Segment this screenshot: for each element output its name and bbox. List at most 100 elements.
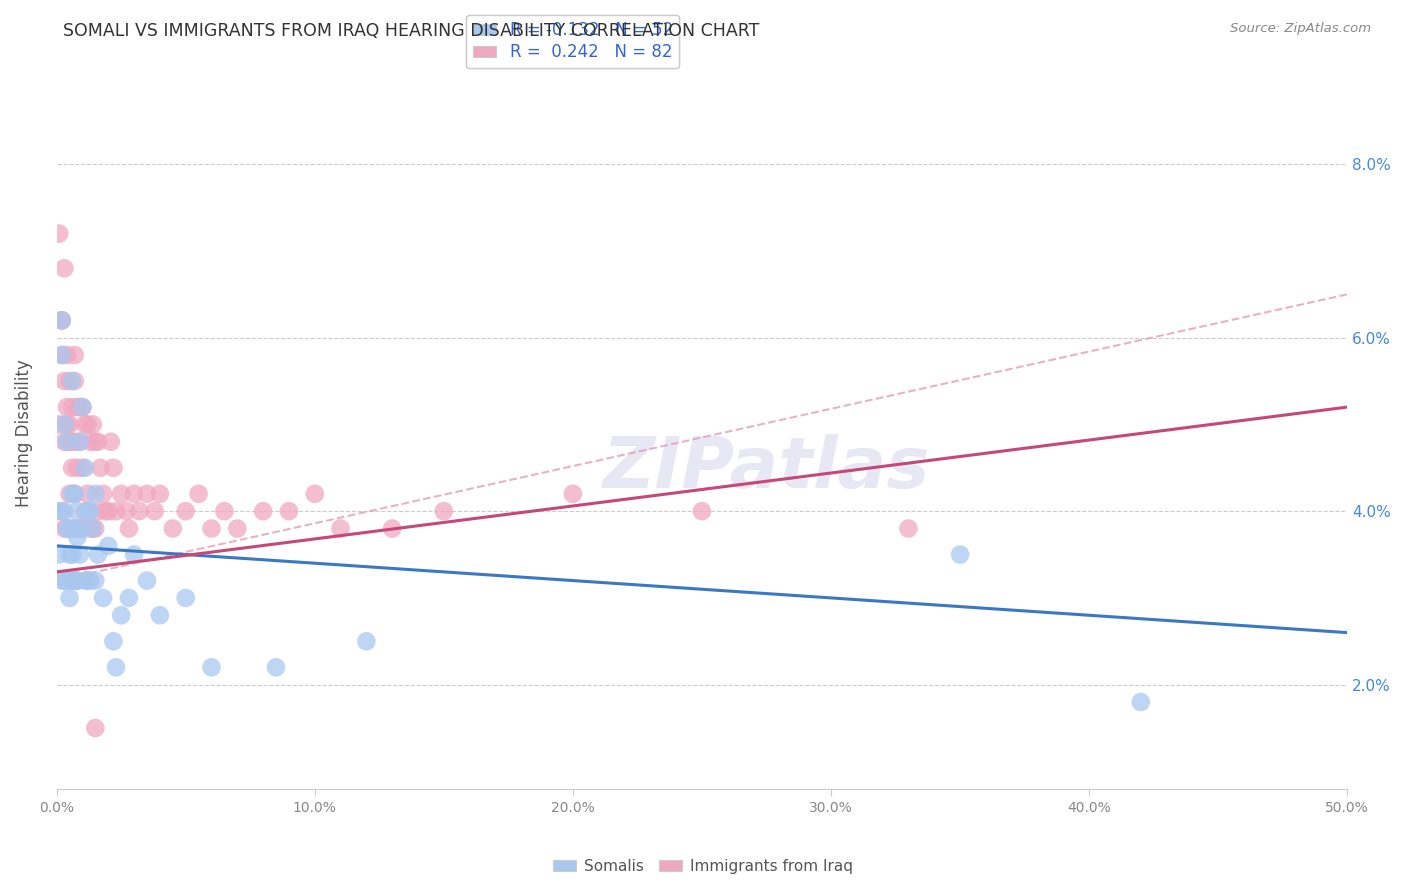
Point bbox=[53, 261, 76, 276]
Point bbox=[48, 548, 70, 562]
Point bbox=[63, 374, 86, 388]
Point bbox=[51, 313, 73, 327]
Point bbox=[110, 487, 132, 501]
Point bbox=[200, 660, 222, 674]
Point bbox=[51, 348, 73, 362]
Point bbox=[76, 574, 98, 588]
Point bbox=[53, 417, 76, 432]
Legend: R = -0.132   N = 52, R =  0.242   N = 82: R = -0.132 N = 52, R = 0.242 N = 82 bbox=[467, 14, 679, 68]
Text: SOMALI VS IMMIGRANTS FROM IRAQ HEARING DISABILITY CORRELATION CHART: SOMALI VS IMMIGRANTS FROM IRAQ HEARING D… bbox=[63, 22, 759, 40]
Point bbox=[66, 460, 89, 475]
Point bbox=[58, 374, 80, 388]
Point bbox=[304, 487, 326, 501]
Point bbox=[149, 608, 172, 623]
Point bbox=[84, 522, 107, 536]
Point bbox=[56, 522, 79, 536]
Point bbox=[60, 487, 83, 501]
Point bbox=[103, 460, 125, 475]
Point bbox=[60, 374, 83, 388]
Point bbox=[51, 574, 73, 588]
Point bbox=[200, 522, 222, 536]
Point bbox=[76, 417, 98, 432]
Point bbox=[136, 487, 159, 501]
Point bbox=[82, 417, 104, 432]
Point bbox=[56, 434, 79, 449]
Point bbox=[122, 548, 145, 562]
Point bbox=[73, 504, 96, 518]
Point bbox=[60, 548, 83, 562]
Point bbox=[1129, 695, 1152, 709]
Point bbox=[100, 434, 122, 449]
Point bbox=[63, 487, 86, 501]
Point bbox=[53, 522, 76, 536]
Point bbox=[97, 539, 120, 553]
Point bbox=[103, 634, 125, 648]
Point bbox=[89, 460, 111, 475]
Point bbox=[87, 548, 110, 562]
Point bbox=[58, 522, 80, 536]
Point bbox=[128, 504, 150, 518]
Point bbox=[66, 522, 89, 536]
Point bbox=[58, 591, 80, 605]
Point bbox=[690, 504, 713, 518]
Point bbox=[87, 434, 110, 449]
Point bbox=[264, 660, 287, 674]
Legend: Somalis, Immigrants from Iraq: Somalis, Immigrants from Iraq bbox=[547, 853, 859, 880]
Point bbox=[60, 522, 83, 536]
Point bbox=[122, 487, 145, 501]
Point bbox=[87, 504, 110, 518]
Point bbox=[69, 522, 91, 536]
Point bbox=[66, 574, 89, 588]
Point bbox=[949, 548, 972, 562]
Point bbox=[84, 434, 107, 449]
Point bbox=[162, 522, 184, 536]
Point bbox=[433, 504, 456, 518]
Point bbox=[53, 434, 76, 449]
Point bbox=[76, 504, 98, 518]
Point bbox=[82, 522, 104, 536]
Point bbox=[252, 504, 274, 518]
Point bbox=[110, 608, 132, 623]
Point bbox=[214, 504, 236, 518]
Point bbox=[79, 574, 101, 588]
Point bbox=[104, 660, 127, 674]
Point bbox=[66, 504, 89, 518]
Point bbox=[149, 487, 172, 501]
Point bbox=[115, 504, 138, 518]
Point bbox=[69, 434, 91, 449]
Point bbox=[58, 574, 80, 588]
Point bbox=[56, 522, 79, 536]
Point bbox=[72, 522, 94, 536]
Point bbox=[277, 504, 299, 518]
Point bbox=[63, 434, 86, 449]
Point bbox=[69, 548, 91, 562]
Point bbox=[51, 504, 73, 518]
Point bbox=[66, 530, 89, 544]
Point bbox=[69, 434, 91, 449]
Point bbox=[329, 522, 352, 536]
Point bbox=[48, 227, 70, 241]
Point bbox=[118, 522, 141, 536]
Point bbox=[226, 522, 249, 536]
Point bbox=[60, 400, 83, 414]
Point bbox=[76, 487, 98, 501]
Point bbox=[66, 400, 89, 414]
Text: ZIPatlas: ZIPatlas bbox=[603, 434, 931, 503]
Point bbox=[91, 591, 114, 605]
Point bbox=[104, 504, 127, 518]
Point bbox=[53, 504, 76, 518]
Point bbox=[56, 417, 79, 432]
Point bbox=[79, 522, 101, 536]
Point bbox=[63, 522, 86, 536]
Point bbox=[94, 504, 117, 518]
Point bbox=[561, 487, 583, 501]
Point bbox=[72, 522, 94, 536]
Point bbox=[356, 634, 378, 648]
Point bbox=[58, 417, 80, 432]
Point bbox=[51, 348, 73, 362]
Point bbox=[63, 574, 86, 588]
Point bbox=[97, 504, 120, 518]
Point bbox=[79, 434, 101, 449]
Point bbox=[51, 313, 73, 327]
Point bbox=[72, 400, 94, 414]
